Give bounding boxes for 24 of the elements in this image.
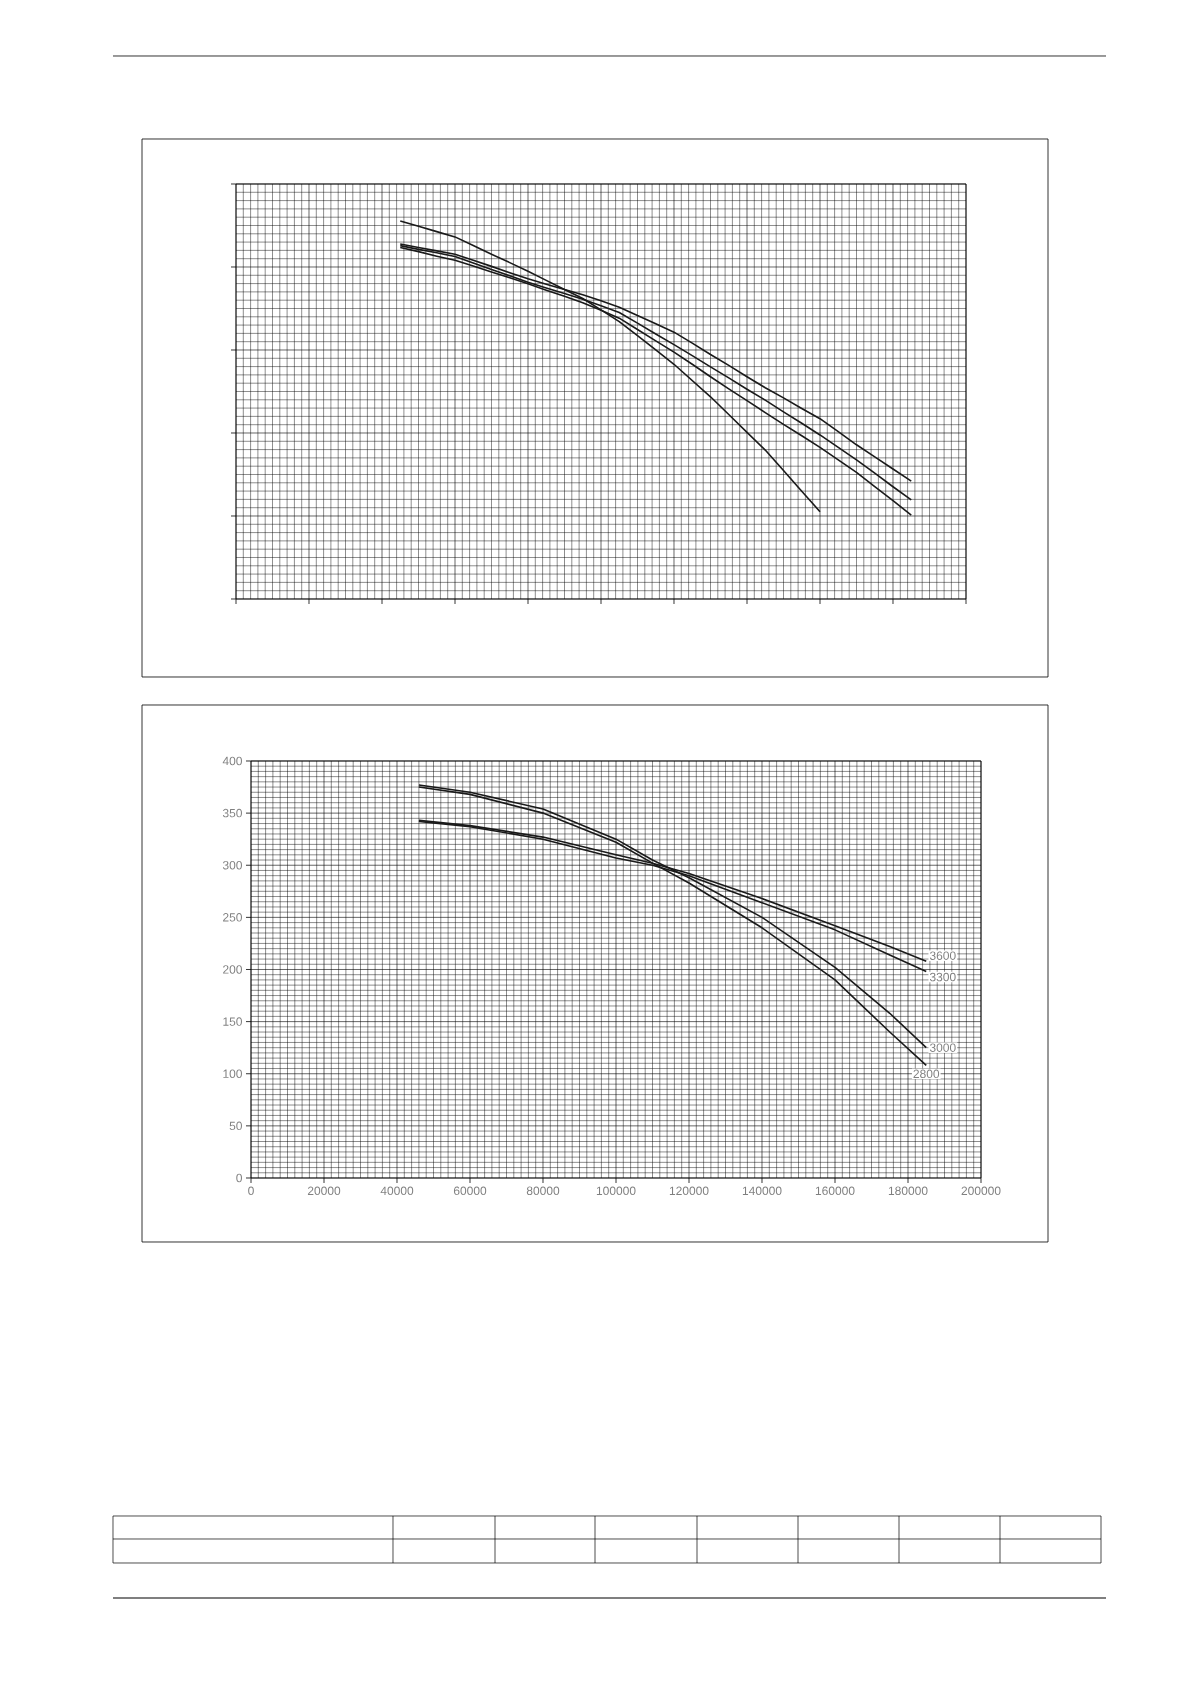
y-tick-label: 0 <box>236 1173 242 1183</box>
series-label: 3600 <box>929 951 956 960</box>
x-tick-label: 160000 <box>815 1186 855 1196</box>
x-tick-label: 0 <box>248 1186 254 1196</box>
x-tick-label: 140000 <box>742 1186 782 1196</box>
y-tick-label: 200 <box>223 965 242 974</box>
x-tick-label: 40000 <box>380 1186 414 1196</box>
y-tick-label: 350 <box>222 808 242 818</box>
y-tick-label: 250 <box>223 913 242 922</box>
y-tick-label: 100 <box>223 1069 242 1078</box>
y-tick-label: 50 <box>229 1121 242 1131</box>
series-label: 3300 <box>929 972 956 982</box>
x-tick-label: 20000 <box>307 1186 341 1196</box>
series-label: 3000 <box>929 1043 956 1052</box>
x-tick-label: 120000 <box>669 1186 709 1196</box>
x-tick-label: 100000 <box>596 1186 636 1196</box>
y-tick-label: 150 <box>223 1017 242 1026</box>
series-label: 2800 <box>913 1069 940 1079</box>
x-tick-label: 80000 <box>526 1186 560 1196</box>
x-tick-label: 200000 <box>961 1186 1001 1196</box>
y-tick-label: 400 <box>222 756 242 766</box>
y-tick-label: 300 <box>222 861 242 870</box>
x-tick-label: 60000 <box>453 1186 487 1196</box>
x-tick-label: 180000 <box>888 1186 928 1196</box>
